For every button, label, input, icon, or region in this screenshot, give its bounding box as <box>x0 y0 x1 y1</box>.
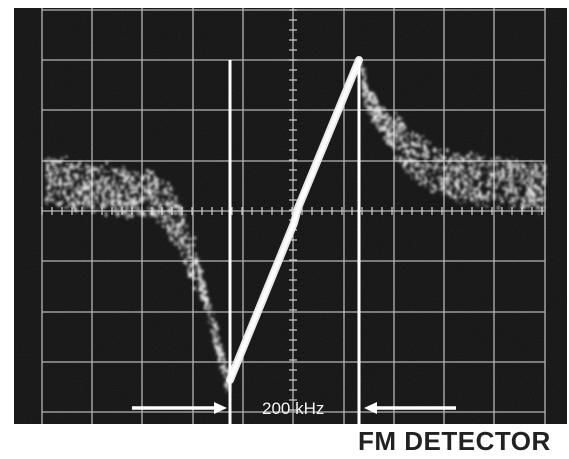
oscilloscope-screen: 200 kHz <box>14 8 567 424</box>
screen-grain <box>14 8 567 424</box>
figure-caption: FM DETECTOR <box>358 426 551 456</box>
